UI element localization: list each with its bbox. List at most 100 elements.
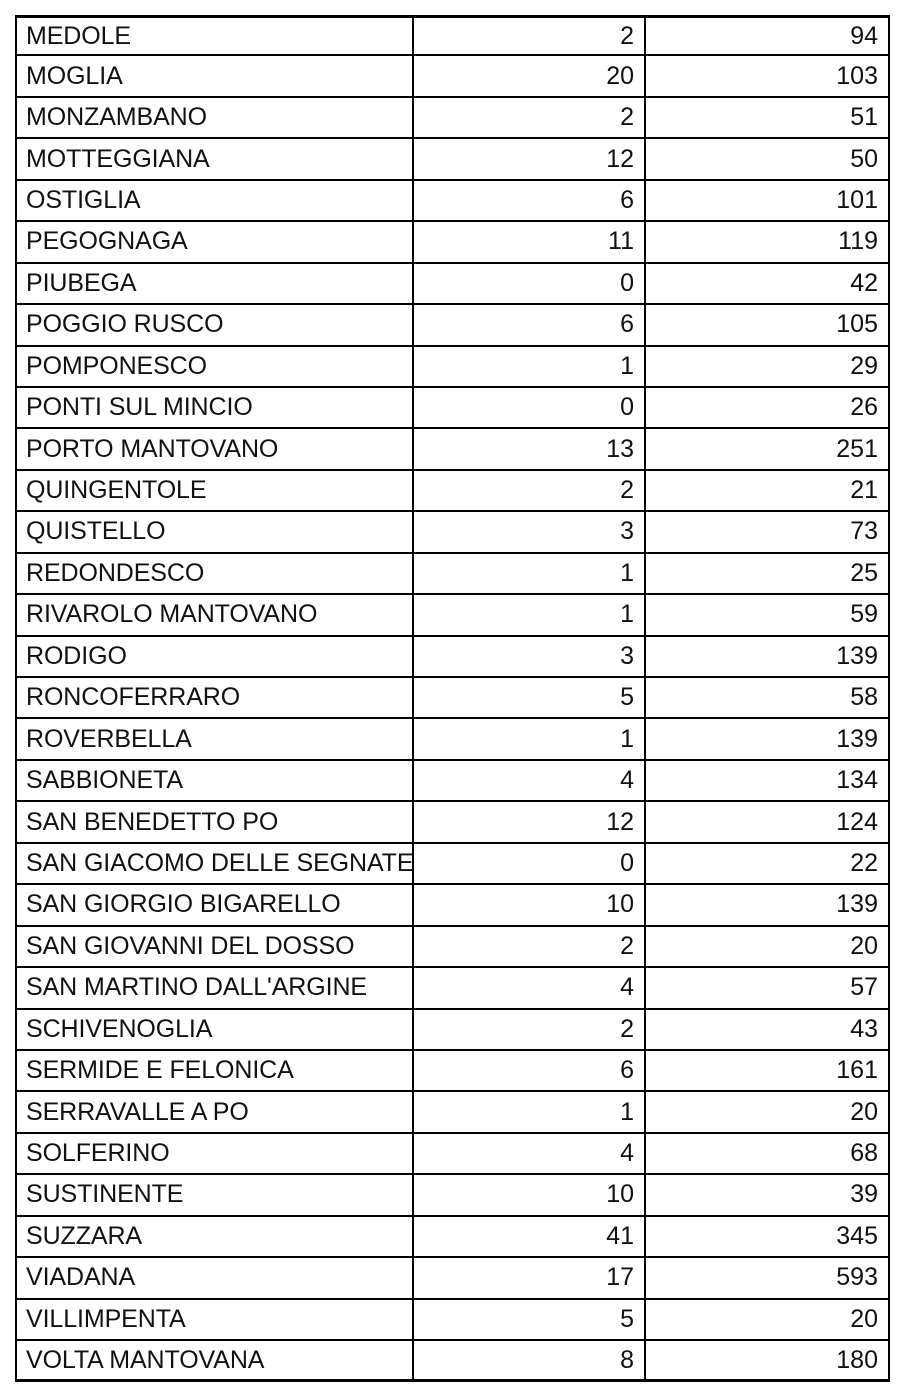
- cell-value-2: 57: [644, 968, 890, 1010]
- cell-value-2: 20: [644, 926, 890, 969]
- cell-value-2: 180: [644, 1341, 890, 1383]
- table-row: SOLFERINO 4 68: [15, 1133, 890, 1176]
- cell-value-2: 73: [644, 512, 890, 554]
- cell-municipality-name: SERMIDE E FELONICA: [15, 1050, 412, 1093]
- cell-value-2: 59: [644, 595, 890, 637]
- cell-value-2: 94: [644, 15, 890, 57]
- cell-value-2: 101: [644, 180, 890, 223]
- cell-value-2: 20: [644, 1299, 890, 1341]
- cell-value-1: 2: [412, 97, 644, 140]
- cell-municipality-name: SAN GIACOMO DELLE SEGNATE: [15, 843, 412, 886]
- cell-value-2: 42: [644, 263, 890, 306]
- cell-municipality-name: MONZAMBANO: [15, 97, 412, 140]
- cell-value-2: 25: [644, 553, 890, 596]
- cell-value-1: 8: [412, 1341, 644, 1383]
- cell-municipality-name: PORTO MANTOVANO: [15, 429, 412, 471]
- cell-value-1: 1: [412, 553, 644, 596]
- table-body: MEDOLE 2 94 MOGLIA 20 103 MONZAMBANO 2 51 MOTTEGG…: [15, 15, 890, 1383]
- cell-value-2: 161: [644, 1050, 890, 1093]
- table-row: SUZZARA 41 345: [15, 1216, 890, 1259]
- cell-value-1: 2: [412, 15, 644, 57]
- cell-value-1: 2: [412, 1009, 644, 1051]
- table-row: PONTI SUL MINCIO 0 26: [15, 387, 890, 430]
- table-row: RONCOFERRARO 5 58: [15, 678, 890, 720]
- cell-value-1: 12: [412, 802, 644, 844]
- table-row: SAN BENEDETTO PO 12 124: [15, 802, 890, 844]
- cell-value-1: 10: [412, 1175, 644, 1217]
- cell-municipality-name: MEDOLE: [15, 15, 412, 57]
- cell-value-1: 1: [412, 1092, 644, 1134]
- cell-value-2: 68: [644, 1133, 890, 1176]
- municipality-statistics-table: MEDOLE 2 94 MOGLIA 20 103 MONZAMBANO 2 51 MOTTEGG…: [15, 15, 890, 1383]
- cell-value-1: 20: [412, 56, 644, 98]
- cell-value-1: 0: [412, 263, 644, 306]
- cell-municipality-name: PONTI SUL MINCIO: [15, 387, 412, 430]
- table-row: SAN MARTINO DALL'ARGINE 4 57: [15, 968, 890, 1010]
- cell-value-1: 4: [412, 760, 644, 803]
- cell-value-1: 12: [412, 139, 644, 181]
- cell-municipality-name: MOTTEGGIANA: [15, 139, 412, 181]
- cell-municipality-name: MOGLIA: [15, 56, 412, 98]
- cell-municipality-name: ROVERBELLA: [15, 719, 412, 761]
- cell-municipality-name: RIVAROLO MANTOVANO: [15, 595, 412, 637]
- cell-value-2: 50: [644, 139, 890, 181]
- cell-municipality-name: SAN BENEDETTO PO: [15, 802, 412, 844]
- cell-value-1: 5: [412, 1299, 644, 1341]
- cell-municipality-name: PEGOGNAGA: [15, 222, 412, 264]
- table-row: SAN GIORGIO BIGARELLO 10 139: [15, 885, 890, 927]
- cell-municipality-name: SERRAVALLE A PO: [15, 1092, 412, 1134]
- cell-value-1: 0: [412, 843, 644, 886]
- cell-municipality-name: VOLTA MANTOVANA: [15, 1341, 412, 1383]
- table-row: SUSTINENTE 10 39: [15, 1175, 890, 1217]
- cell-value-1: 1: [412, 346, 644, 388]
- cell-municipality-name: SOLFERINO: [15, 1133, 412, 1176]
- cell-value-2: 29: [644, 346, 890, 388]
- table-row: SAN GIOVANNI DEL DOSSO 2 20: [15, 926, 890, 969]
- cell-value-2: 21: [644, 470, 890, 513]
- cell-municipality-name: VIADANA: [15, 1258, 412, 1300]
- cell-municipality-name: SUSTINENTE: [15, 1175, 412, 1217]
- table-row: SERRAVALLE A PO 1 20: [15, 1092, 890, 1134]
- cell-municipality-name: SAN GIOVANNI DEL DOSSO: [15, 926, 412, 969]
- cell-municipality-name: RODIGO: [15, 636, 412, 678]
- cell-municipality-name: SCHIVENOGLIA: [15, 1009, 412, 1051]
- cell-value-2: 119: [644, 222, 890, 264]
- table-row: RIVAROLO MANTOVANO 1 59: [15, 595, 890, 637]
- cell-value-2: 139: [644, 719, 890, 761]
- cell-value-2: 139: [644, 885, 890, 927]
- table-row: POGGIO RUSCO 6 105: [15, 305, 890, 347]
- cell-municipality-name: QUISTELLO: [15, 512, 412, 554]
- cell-value-2: 22: [644, 843, 890, 886]
- cell-value-1: 3: [412, 512, 644, 554]
- cell-municipality-name: POGGIO RUSCO: [15, 305, 412, 347]
- table-row: MEDOLE 2 94: [15, 15, 890, 57]
- table-row: VIADANA 17 593: [15, 1258, 890, 1300]
- cell-value-1: 2: [412, 470, 644, 513]
- table-row: RODIGO 3 139: [15, 636, 890, 678]
- table-row: MOTTEGGIANA 12 50: [15, 139, 890, 181]
- cell-value-2: 124: [644, 802, 890, 844]
- cell-value-2: 134: [644, 760, 890, 803]
- cell-value-1: 1: [412, 719, 644, 761]
- table-row: VOLTA MANTOVANA 8 180: [15, 1341, 890, 1383]
- cell-value-2: 103: [644, 56, 890, 98]
- table-row: SAN GIACOMO DELLE SEGNATE 0 22: [15, 843, 890, 886]
- cell-value-2: 20: [644, 1092, 890, 1134]
- table-row: PEGOGNAGA 11 119: [15, 222, 890, 264]
- table-row: QUINGENTOLE 2 21: [15, 470, 890, 513]
- cell-value-1: 6: [412, 305, 644, 347]
- cell-municipality-name: OSTIGLIA: [15, 180, 412, 223]
- cell-value-1: 10: [412, 885, 644, 927]
- cell-municipality-name: PIUBEGA: [15, 263, 412, 306]
- cell-value-1: 4: [412, 1133, 644, 1176]
- cell-value-2: 43: [644, 1009, 890, 1051]
- cell-municipality-name: QUINGENTOLE: [15, 470, 412, 513]
- table-row: MONZAMBANO 2 51: [15, 97, 890, 140]
- table-row: ROVERBELLA 1 139: [15, 719, 890, 761]
- table-row: QUISTELLO 3 73: [15, 512, 890, 554]
- cell-value-1: 5: [412, 678, 644, 720]
- cell-municipality-name: SABBIONETA: [15, 760, 412, 803]
- cell-value-1: 0: [412, 387, 644, 430]
- cell-value-1: 11: [412, 222, 644, 264]
